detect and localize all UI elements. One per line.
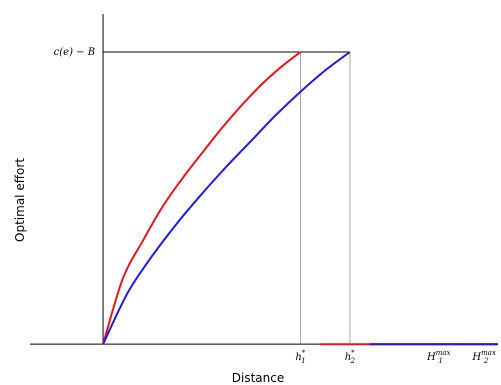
series-curve-1	[102, 51, 302, 345]
series-group	[102, 51, 498, 346]
x-tick-label-2: h* 2	[345, 349, 356, 365]
x-tick-label-4: Hmax 2	[471, 349, 496, 365]
series-curve-2	[102, 51, 351, 345]
x-axis-label: Distance	[232, 371, 284, 385]
y-axis-label: Optimal effort	[13, 158, 27, 242]
guide-lines	[103, 51, 351, 345]
x-tick-label-1: h* 1	[295, 349, 305, 365]
x-tick-label-3: Hmax 1	[426, 349, 451, 365]
y-tick-label-1: c(e) − B	[54, 47, 95, 58]
tick-labels: h* 1 h* 2 Hmax 1 Hmax 2 c(e) − B	[54, 47, 496, 365]
axes	[30, 14, 498, 345]
